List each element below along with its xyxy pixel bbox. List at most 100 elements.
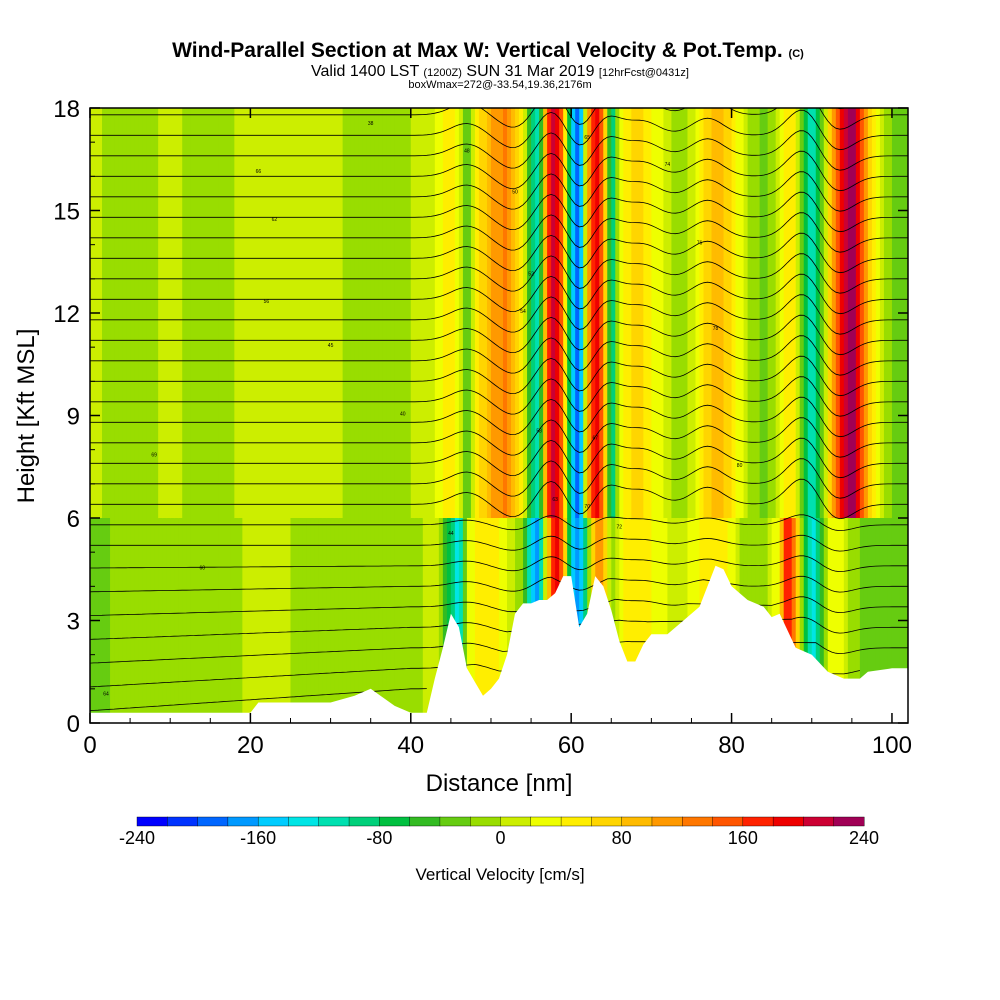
w-cell-lower bbox=[130, 518, 135, 723]
w-cell-upper bbox=[719, 108, 725, 519]
w-cell-upper bbox=[571, 108, 576, 519]
w-cell-upper bbox=[527, 108, 532, 519]
w-cell-lower bbox=[242, 518, 247, 723]
colorbar-tick-label: -240 bbox=[119, 828, 155, 848]
theta-contour bbox=[90, 294, 908, 335]
theta-contour bbox=[90, 232, 908, 274]
w-cell-lower bbox=[166, 518, 171, 723]
w-cell-lower bbox=[254, 518, 260, 723]
w-cell-upper bbox=[410, 108, 416, 519]
theta-contour-label: 44 bbox=[448, 531, 454, 537]
theta-contour bbox=[90, 514, 908, 532]
colorbar-swatch bbox=[833, 816, 865, 827]
w-cell-upper bbox=[747, 108, 753, 519]
w-cell-upper bbox=[559, 108, 564, 519]
w-cell-upper bbox=[659, 108, 665, 519]
w-cell-upper bbox=[759, 108, 765, 519]
theta-contour-label: 69 bbox=[151, 453, 157, 459]
w-cell-upper bbox=[623, 108, 628, 519]
w-cell-lower bbox=[362, 518, 368, 723]
w-cell-upper bbox=[819, 108, 825, 519]
theta-contour bbox=[90, 596, 908, 616]
contour-labels: 64 69 60 66 62 56 45 38 40 44 48 50 52 54 58 63 65 67 70 72… bbox=[103, 121, 742, 698]
w-cell-upper bbox=[202, 108, 207, 519]
w-cell-upper bbox=[486, 108, 492, 519]
terrain-mask bbox=[90, 565, 908, 723]
w-cell-upper bbox=[775, 108, 781, 519]
theta-contour bbox=[90, 109, 908, 151]
w-cell-upper bbox=[482, 108, 488, 519]
x-tick-label: 100 bbox=[872, 732, 912, 759]
w-cell-upper bbox=[519, 108, 524, 519]
w-cell-lower bbox=[202, 518, 207, 723]
w-cell-upper bbox=[214, 108, 219, 519]
w-cell-lower bbox=[831, 518, 837, 723]
w-cell-lower bbox=[815, 518, 821, 723]
colorbar-tick-label: -80 bbox=[366, 828, 392, 848]
w-cell-upper bbox=[302, 108, 308, 519]
y-tick-label: 3 bbox=[67, 609, 80, 636]
w-cell-upper bbox=[258, 108, 264, 519]
colorbar-swatch bbox=[742, 816, 774, 827]
w-cell-lower bbox=[170, 518, 175, 723]
w-cell-upper bbox=[210, 108, 215, 519]
w-cell-upper bbox=[555, 108, 560, 519]
w-cell-lower bbox=[871, 518, 877, 723]
w-cell-upper bbox=[891, 108, 897, 519]
w-cell-lower bbox=[342, 518, 348, 723]
theta-contour-label: 65 bbox=[584, 135, 590, 141]
w-cell-upper bbox=[182, 108, 187, 519]
colorbar-tick-label: 80 bbox=[612, 828, 632, 848]
theta-contour bbox=[90, 253, 908, 294]
w-cell-upper bbox=[194, 108, 199, 519]
w-cell-lower bbox=[659, 518, 665, 723]
w-cell-upper bbox=[350, 108, 356, 519]
w-cell-upper bbox=[398, 108, 404, 519]
w-cell-upper bbox=[583, 108, 588, 519]
w-cell-upper bbox=[663, 108, 669, 519]
w-cell-lower bbox=[358, 518, 364, 723]
w-cell-upper bbox=[815, 108, 821, 519]
w-cell-lower bbox=[218, 518, 223, 723]
theta-contour-label: 58 bbox=[536, 429, 542, 435]
theta-contour bbox=[90, 314, 908, 356]
w-cell-upper bbox=[286, 108, 292, 519]
w-cell-lower bbox=[158, 518, 163, 723]
w-cell-upper bbox=[442, 108, 448, 519]
w-cell-upper bbox=[494, 108, 500, 519]
w-cell-upper bbox=[655, 108, 660, 519]
w-cell-lower bbox=[258, 518, 264, 723]
w-cell-lower bbox=[663, 518, 669, 723]
w-cell-lower bbox=[414, 518, 420, 723]
potential-temperature-contours bbox=[90, 108, 908, 712]
w-cell-lower bbox=[122, 518, 127, 723]
w-cell-lower bbox=[651, 518, 656, 723]
w-cell-lower bbox=[178, 518, 183, 723]
colorbar-swatch bbox=[591, 816, 623, 827]
w-cell-lower bbox=[494, 518, 500, 723]
theta-contour bbox=[90, 437, 908, 479]
y-tick-label: 0 bbox=[67, 711, 80, 738]
w-cell-upper bbox=[270, 108, 276, 519]
w-cell-upper bbox=[715, 108, 721, 519]
plot-area: 64 69 60 66 62 56 45 38 40 44 48 50 52 54 58 63 65 67 70 72… bbox=[90, 108, 908, 723]
colorbar-label: Vertical Velocity [cm/s] bbox=[415, 865, 584, 884]
w-cell-lower bbox=[334, 518, 340, 723]
w-cell-lower bbox=[579, 518, 584, 723]
w-cell-upper bbox=[454, 108, 460, 519]
w-cell-upper bbox=[318, 108, 324, 519]
w-cell-upper bbox=[390, 108, 396, 519]
w-cell-lower bbox=[795, 518, 801, 723]
w-cell-upper bbox=[422, 108, 428, 519]
w-cell-lower bbox=[675, 518, 681, 723]
w-cell-upper bbox=[543, 108, 548, 519]
w-cell-upper bbox=[154, 108, 159, 519]
w-cell-upper bbox=[354, 108, 360, 519]
w-cell-lower bbox=[671, 518, 677, 723]
w-cell-upper bbox=[102, 108, 107, 519]
w-cell-upper bbox=[382, 108, 388, 519]
w-cell-upper bbox=[290, 108, 296, 519]
w-cell-lower bbox=[186, 518, 191, 723]
w-cell-lower bbox=[106, 518, 111, 723]
w-cell-lower bbox=[234, 518, 239, 723]
